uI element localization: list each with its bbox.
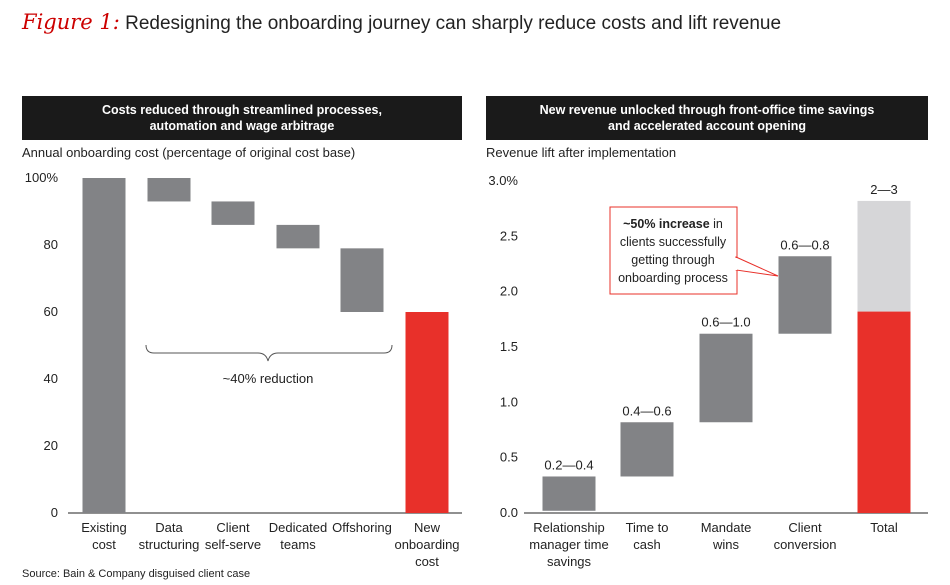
right-y-tick-label: 2.0 xyxy=(500,284,518,299)
right-panel-header: New revenue unlocked through front-offic… xyxy=(486,96,928,140)
left-y-tick-label: 0 xyxy=(51,505,58,520)
right-bar xyxy=(620,422,674,477)
callout-rest-text: in xyxy=(710,217,723,231)
left-bar xyxy=(82,178,126,513)
callout-line-3: getting through xyxy=(631,253,714,267)
right-bar xyxy=(542,476,596,511)
left-y-tick-label: 20 xyxy=(44,438,58,453)
left-bar xyxy=(405,312,449,513)
left-y-tick-label: 100% xyxy=(25,170,59,185)
callout-bold-text: ~50% increase xyxy=(623,217,710,231)
reduction-annotation: ~40% reduction xyxy=(223,371,314,386)
left-category-label: cost xyxy=(92,537,116,552)
right-category-label: Client xyxy=(788,520,822,535)
right-bar xyxy=(778,256,832,334)
left-category-label: Offshoring xyxy=(332,520,392,535)
right-y-tick-label: 1.0 xyxy=(500,394,518,409)
left-panel-title-line1: Costs reduced through streamlined proces… xyxy=(102,103,382,117)
right-category-label: savings xyxy=(547,554,592,569)
left-bar xyxy=(340,248,384,312)
right-y-tick-label: 3.0% xyxy=(488,173,518,188)
right-category-label: Total xyxy=(870,520,898,535)
right-y-axis-title: Revenue lift after implementation xyxy=(486,145,677,160)
reduction-brace xyxy=(145,344,393,362)
left-category-label: Existing xyxy=(81,520,127,535)
left-category-label: cost xyxy=(415,554,439,569)
left-y-tick-label: 80 xyxy=(44,237,58,252)
left-bar xyxy=(276,224,320,249)
left-category-label: Dedicated xyxy=(269,520,328,535)
figure-label: Figure 1: xyxy=(22,10,120,34)
right-category-label: Relationship xyxy=(533,520,605,535)
left-category-label: self-serve xyxy=(205,537,261,552)
figure-title: Figure 1: Redesigning the onboarding jou… xyxy=(22,10,781,40)
right-bar-value-label: 0.4—0.6 xyxy=(622,403,671,418)
right-y-tick-label: 2.5 xyxy=(500,228,518,243)
right-bar-value-label: 0.6—0.8 xyxy=(780,237,829,252)
right-panel-title-line1: New revenue unlocked through front-offic… xyxy=(539,103,875,117)
left-y-tick-label: 60 xyxy=(44,304,58,319)
left-panel-header: Costs reduced through streamlined proces… xyxy=(22,96,462,140)
right-y-tick-label: 1.5 xyxy=(500,339,518,354)
left-y-axis-title: Annual onboarding cost (percentage of or… xyxy=(22,145,356,160)
left-category-label: Client xyxy=(216,520,250,535)
figure-title-text: Redesigning the onboarding journey can s… xyxy=(125,13,782,34)
right-bar-total-lower xyxy=(857,311,911,513)
right-bar-value-label: 0.6—1.0 xyxy=(701,315,750,330)
right-y-tick-label: 0.0 xyxy=(500,505,518,520)
right-panel-title-line2: and accelerated account opening xyxy=(608,119,806,133)
right-bar-value-label: 0.2—0.4 xyxy=(544,457,593,472)
left-category-label: structuring xyxy=(139,537,200,552)
left-y-tick-label: 40 xyxy=(44,371,58,386)
left-category-label: Data xyxy=(155,520,183,535)
right-category-label: manager time xyxy=(529,537,608,552)
right-bar xyxy=(699,333,753,423)
left-category-label: onboarding xyxy=(394,537,459,552)
left-bar xyxy=(211,201,255,225)
callout-box xyxy=(609,206,738,295)
right-category-label: Time to xyxy=(626,520,669,535)
callout-pointer xyxy=(735,256,779,277)
right-category-label: cash xyxy=(633,537,660,552)
right-category-label: wins xyxy=(712,537,740,552)
callout-line-4: onboarding process xyxy=(618,271,728,285)
right-category-label: Mandate xyxy=(701,520,752,535)
source-note: Source: Bain & Company disguised client … xyxy=(22,568,251,580)
callout-line-2: clients successfully xyxy=(620,235,727,249)
left-category-label: New xyxy=(414,520,441,535)
callout-line-1: ~50% increase in xyxy=(623,217,723,231)
left-panel-title-line2: automation and wage arbitrage xyxy=(149,119,335,133)
right-y-tick-label: 0.5 xyxy=(500,450,518,465)
right-category-label: conversion xyxy=(774,537,837,552)
left-category-label: teams xyxy=(280,537,316,552)
right-bar-total-upper xyxy=(857,200,911,312)
callout-pointer-mask xyxy=(734,258,737,270)
left-bar xyxy=(147,178,191,202)
right-bar-value-label: 2—3 xyxy=(870,182,897,197)
